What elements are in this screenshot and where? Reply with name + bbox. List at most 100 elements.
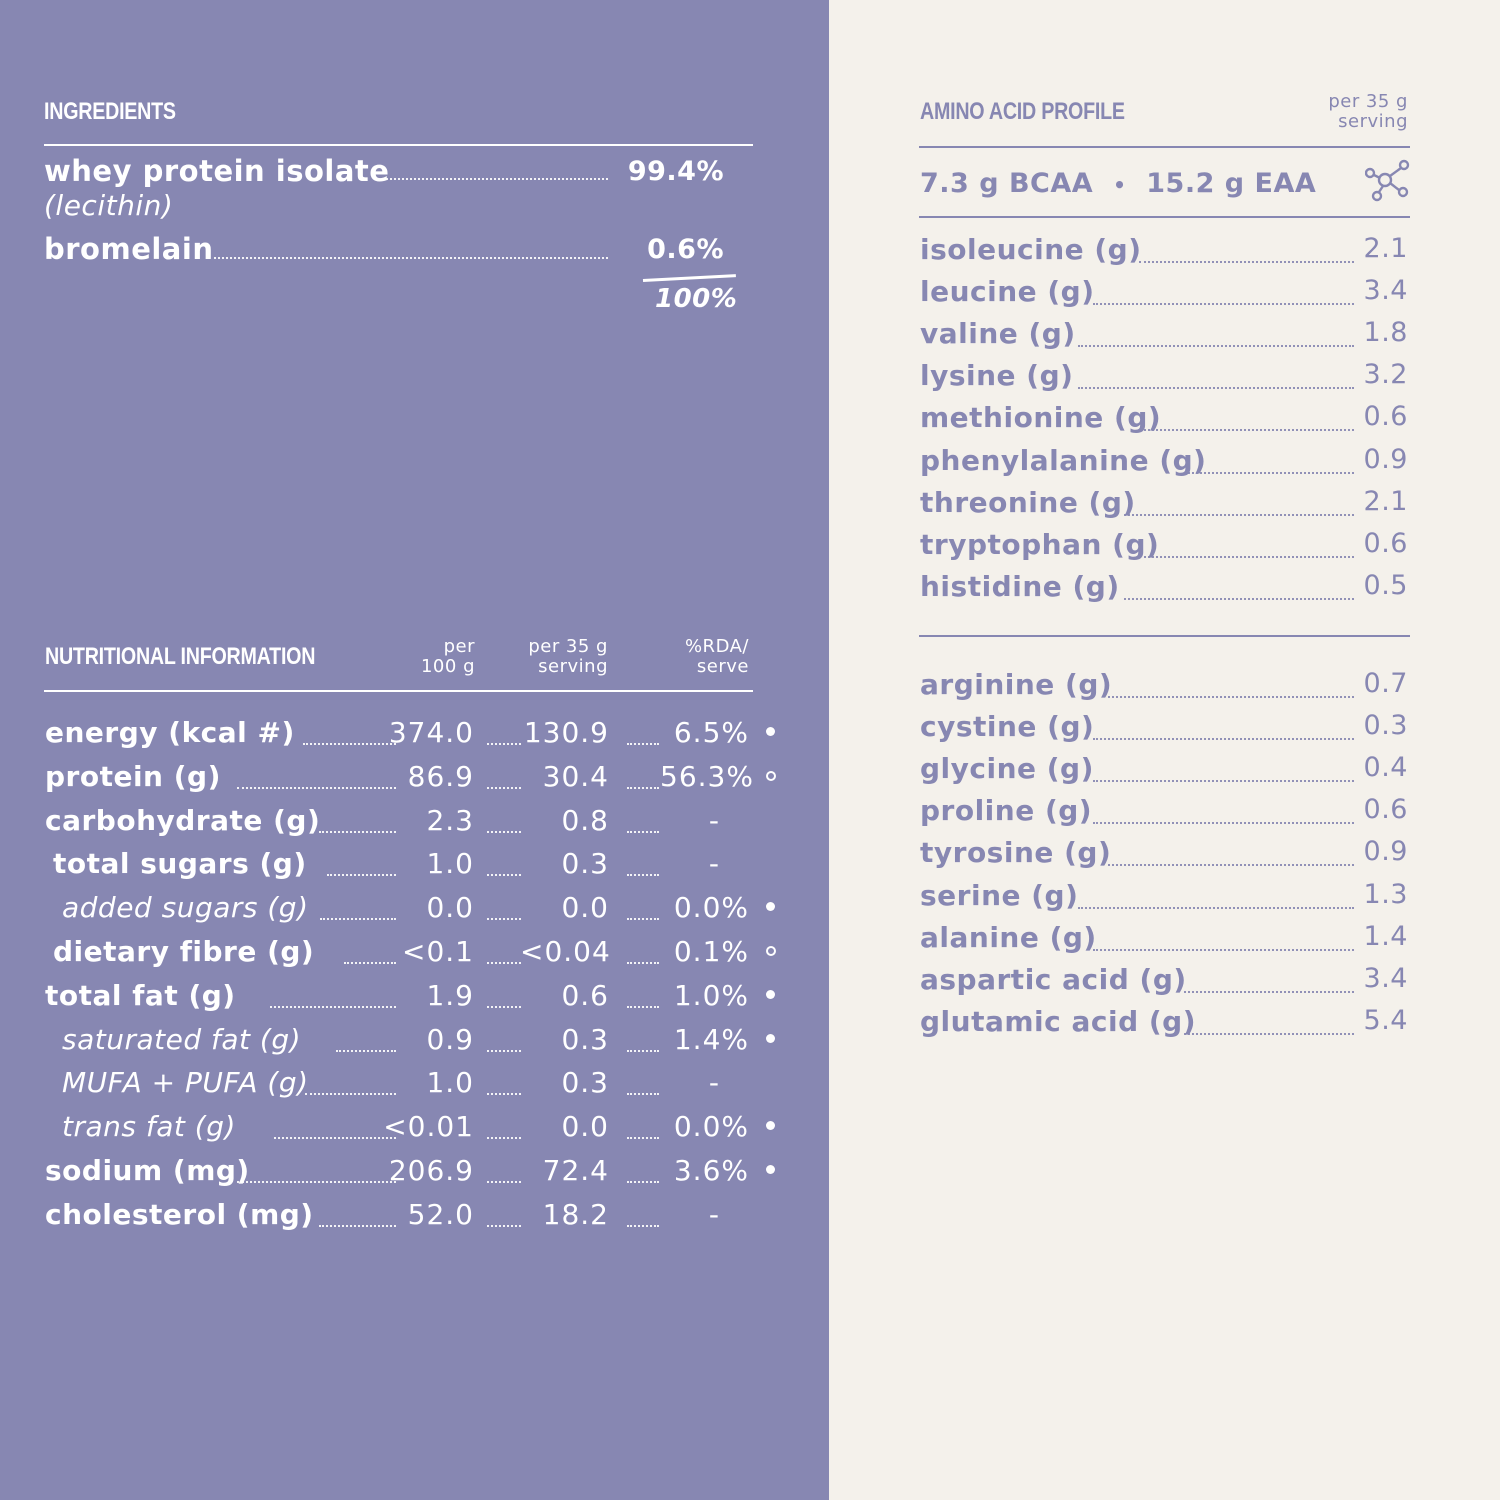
dotted-leader xyxy=(1138,429,1354,432)
value-per-100g: 1.0 xyxy=(426,1066,474,1100)
amino-value: 0.5 xyxy=(1363,569,1408,601)
amino-label: lysine (g) xyxy=(920,359,1074,393)
nutrient-label: saturated fat (g) xyxy=(62,1022,302,1056)
dotted-leader xyxy=(319,1224,396,1227)
ingredient-name: bromelain xyxy=(44,232,214,266)
value-per-100g: 0.0 xyxy=(426,891,474,925)
dotted-leader xyxy=(487,743,521,745)
amino-row: cystine (g) 0.3 xyxy=(829,710,1500,752)
value-rda: - xyxy=(708,803,720,837)
amino-value: 0.4 xyxy=(1363,752,1408,784)
amino-divider-top xyxy=(919,146,1410,148)
dotted-leader xyxy=(320,918,396,921)
dotted-leader xyxy=(627,1224,659,1227)
colhead-line: per xyxy=(443,636,475,657)
column-header-per-100g: per 100 g xyxy=(395,637,475,677)
dotted-leader xyxy=(1093,948,1354,951)
dotted-leader xyxy=(236,786,396,789)
dotted-leader xyxy=(1138,261,1354,263)
nutrition-heading: NUTRITIONAL INFORMATION xyxy=(45,643,316,670)
dotted-leader xyxy=(627,1093,659,1096)
dotted-leader xyxy=(487,1093,521,1096)
filled-dot-marker xyxy=(766,727,775,736)
value-per-100g: 1.9 xyxy=(426,978,474,1012)
total-underline xyxy=(642,274,736,282)
bcaa-amount: 7.3 g BCAA xyxy=(920,168,1094,199)
dotted-leader xyxy=(627,918,659,921)
dotted-leader xyxy=(1093,822,1354,825)
amino-divider-mid xyxy=(919,216,1410,218)
amino-row: histidine (g) 0.5 xyxy=(829,570,1500,612)
amino-label: histidine (g) xyxy=(920,569,1120,603)
amino-row: isoleucine (g) 2.1 xyxy=(829,233,1500,275)
value-per-serving: 30.4 xyxy=(542,759,609,793)
nutrition-row: energy (kcal #) 374.0 130.9 6.5% xyxy=(0,716,829,760)
value-per-100g: 0.9 xyxy=(426,1022,474,1056)
value-per-serving: 0.8 xyxy=(561,803,609,837)
dotted-leader xyxy=(343,962,396,964)
open-dot-marker xyxy=(766,770,776,781)
amino-value: 0.7 xyxy=(1363,668,1408,699)
nutrition-row: total sugars (g) 1.0 0.3 - xyxy=(0,847,829,891)
value-per-100g: 52.0 xyxy=(407,1197,474,1231)
amino-label: proline (g) xyxy=(920,794,1093,828)
amino-row: tyrosine (g) 0.9 xyxy=(829,836,1500,878)
nutrition-row: saturated fat (g) 0.9 0.3 1.4% xyxy=(0,1023,829,1067)
nutrition-row: added sugars (g) 0.0 0.0 0.0% xyxy=(0,891,829,935)
amino-label: valine (g) xyxy=(920,317,1076,351)
dotted-leader xyxy=(1078,906,1354,909)
amino-value: 3.4 xyxy=(1363,962,1408,994)
ingredient-percent: 0.6% xyxy=(647,234,724,265)
ingredient-sub: (lecithin) xyxy=(44,189,174,222)
amino-value: 0.6 xyxy=(1363,527,1408,559)
dotted-leader xyxy=(487,1224,521,1227)
nutrient-label: carbohydrate (g) xyxy=(45,803,321,837)
nutrition-row: cholesterol (mg) 52.0 18.2 - xyxy=(0,1198,829,1242)
dotted-leader xyxy=(487,786,521,789)
amino-row: methionine (g) 0.6 xyxy=(829,401,1500,443)
amino-row: valine (g) 1.8 xyxy=(829,317,1500,359)
eaa-amount: 15.2 g EAA xyxy=(1146,168,1317,199)
amino-row: arginine (g) 0.7 xyxy=(829,668,1500,710)
amino-row: serine (g) 1.3 xyxy=(829,879,1500,921)
nutrient-label: sodium (mg) xyxy=(45,1154,250,1187)
amino-label: cystine (g) xyxy=(920,710,1095,744)
dotted-leader xyxy=(1078,345,1354,348)
separator-bullet: • xyxy=(1113,172,1127,197)
dotted-leader xyxy=(273,1137,396,1140)
value-per-100g: 374.0 xyxy=(388,716,474,749)
dotted-leader xyxy=(487,1137,521,1140)
value-rda: 56.3% xyxy=(660,759,754,793)
value-rda: - xyxy=(708,1197,720,1231)
nutrition-divider xyxy=(44,690,753,692)
value-rda: 1.0% xyxy=(673,978,749,1012)
dotted-leader xyxy=(1093,303,1354,306)
amino-value: 0.6 xyxy=(1363,401,1408,433)
colhead-line: per 35 g xyxy=(1328,91,1408,112)
nutrition-row: sodium (mg) 206.9 72.4 3.6% xyxy=(0,1154,829,1198)
filled-dot-marker xyxy=(766,1121,775,1131)
amino-row: leucine (g) 3.4 xyxy=(829,275,1500,317)
dotted-leader xyxy=(1093,780,1354,783)
dotted-leader xyxy=(487,1181,521,1183)
value-per-100g: 86.9 xyxy=(407,759,474,793)
filled-dot-marker xyxy=(766,1033,775,1043)
column-header-rda: %RDA/ serve xyxy=(660,637,749,677)
nutrient-label: added sugars (g) xyxy=(62,891,309,925)
amino-row: alanine (g) 1.4 xyxy=(829,921,1500,963)
dotted-leader xyxy=(214,257,608,259)
molecule-icon xyxy=(1364,158,1411,208)
colhead-line: %RDA/ xyxy=(684,636,749,657)
amino-value: 2.1 xyxy=(1363,485,1408,517)
amino-label: serine (g) xyxy=(920,878,1079,912)
amino-label: glycine (g) xyxy=(920,752,1094,786)
value-per-100g: <0.01 xyxy=(383,1110,474,1144)
dotted-leader xyxy=(627,874,659,877)
value-rda: 1.4% xyxy=(673,1022,749,1056)
amino-label: isoleucine (g) xyxy=(920,233,1142,266)
dotted-leader xyxy=(382,178,608,180)
amino-label: glutamic acid (g) xyxy=(920,1004,1196,1038)
amino-value: 0.9 xyxy=(1363,443,1408,475)
dotted-leader xyxy=(327,874,396,877)
nutrition-row: MUFA + PUFA (g) 1.0 0.3 - xyxy=(0,1066,829,1110)
